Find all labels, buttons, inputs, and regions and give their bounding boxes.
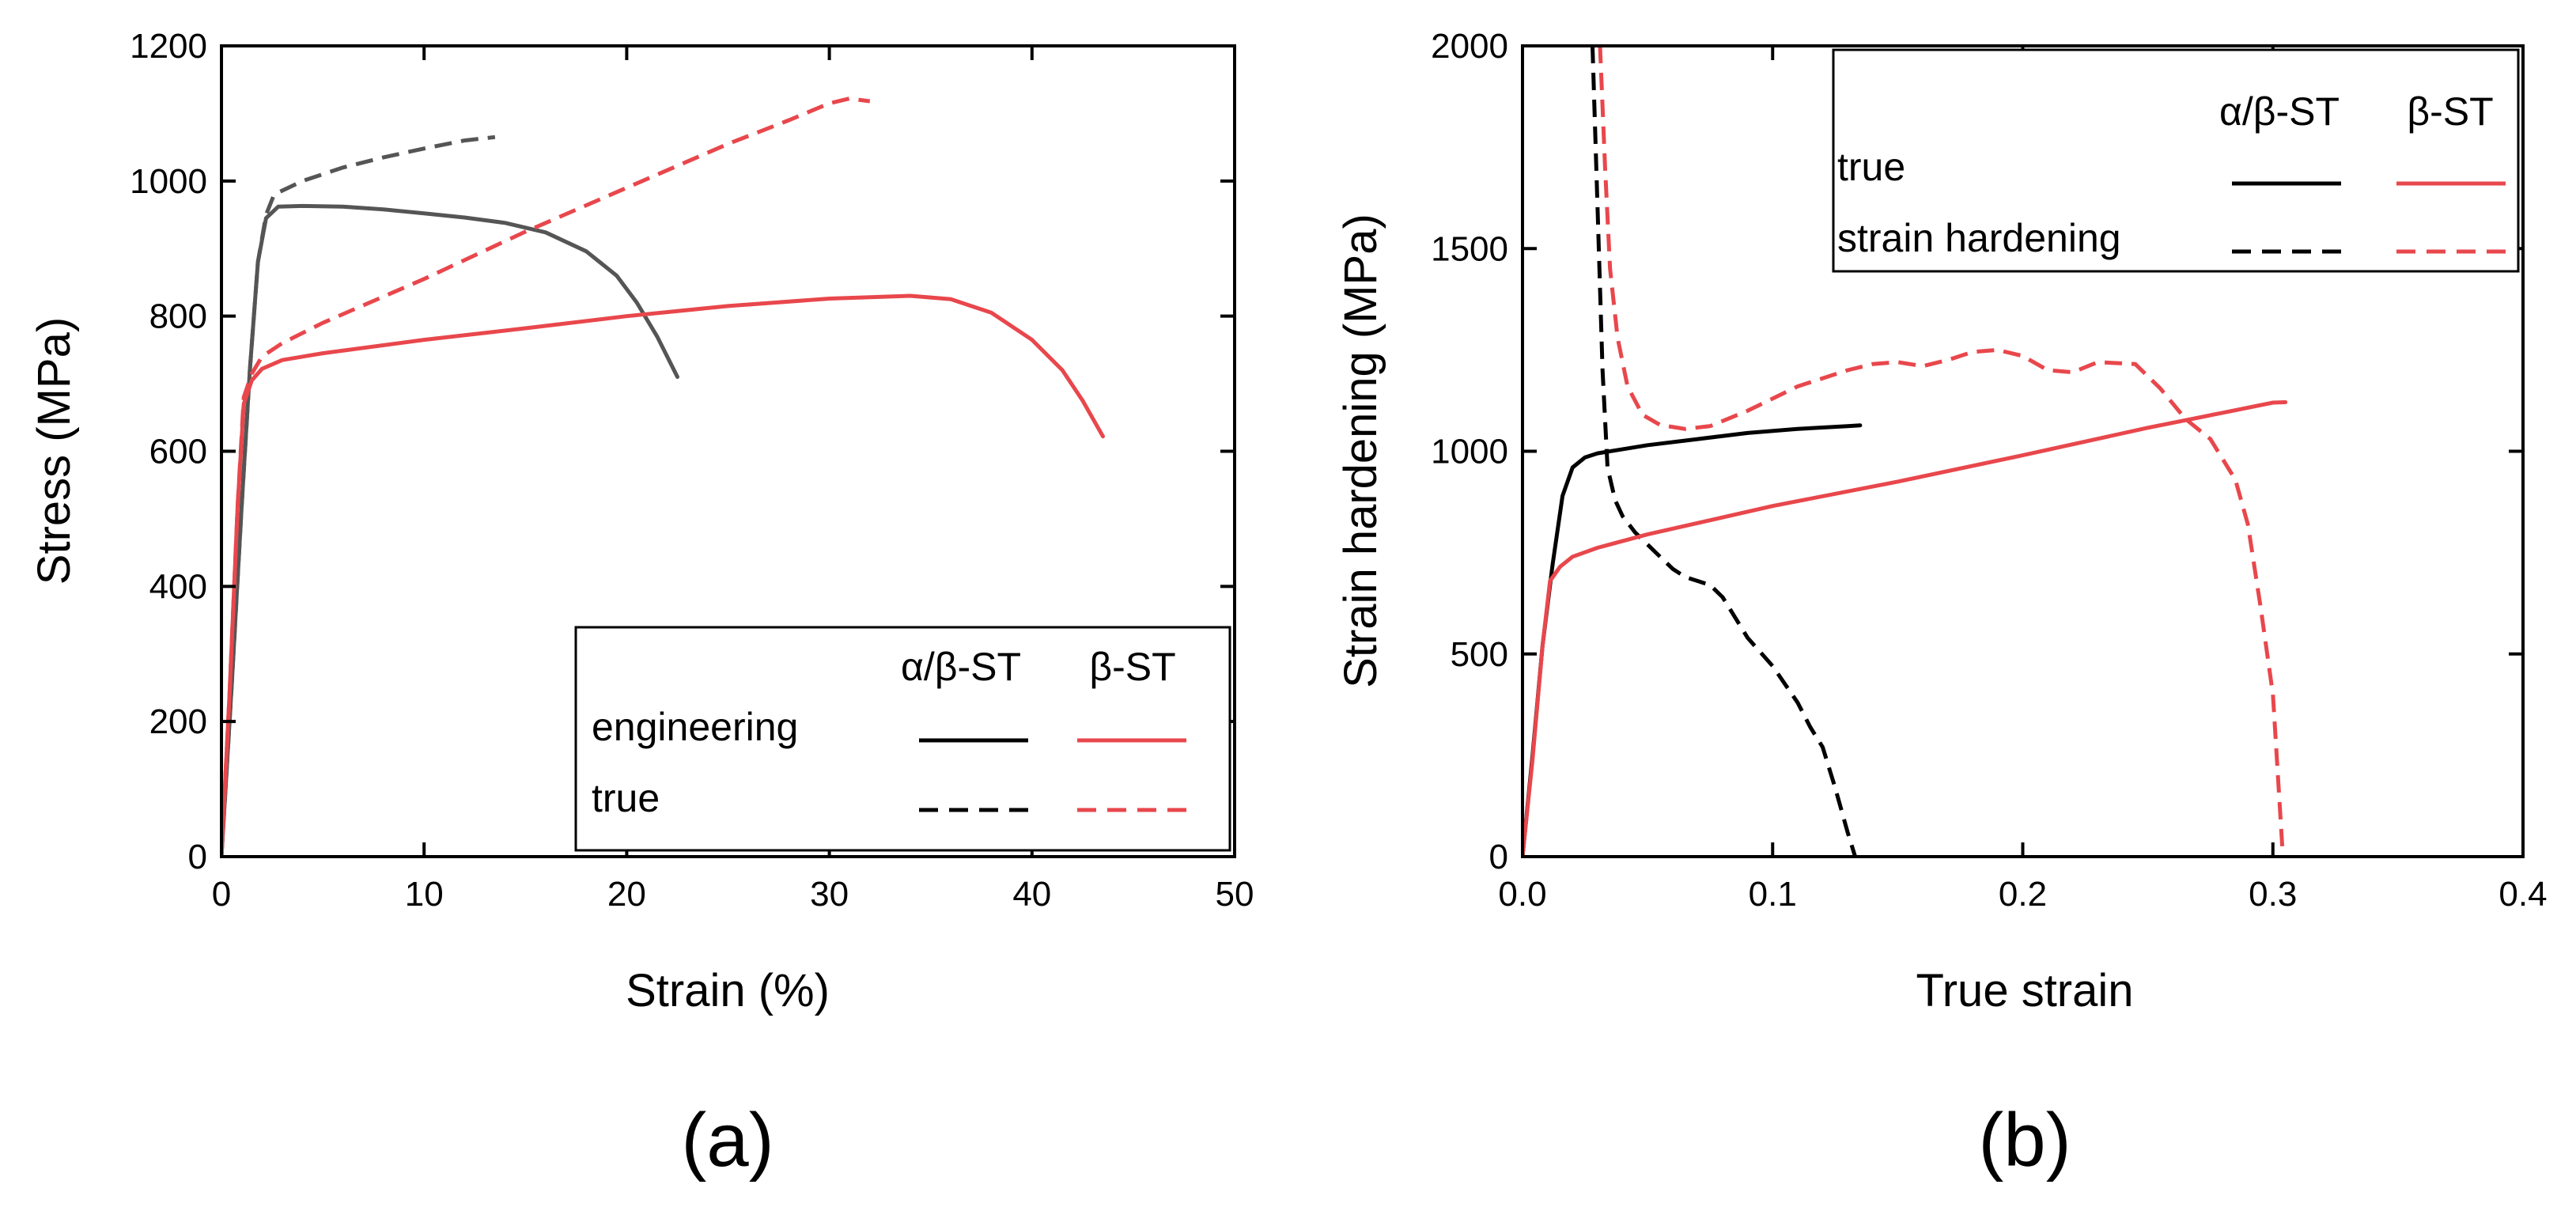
panel-a-y-tick-label: 0 [188, 838, 207, 876]
panel-a-x-axis-title: Strain (%) [626, 965, 830, 1016]
panel-a-y-tick-label: 800 [149, 297, 207, 336]
panel-b-legend-header-beta: β-ST [2407, 89, 2493, 134]
panel-a-x-tick-label: 0 [212, 875, 231, 914]
panel-b-series-alpha-beta-st-true [1523, 423, 1863, 857]
panel-b-chart: 0.0 0.1 0.2 0.3 0.4 0 500 1000 1500 2000 True str… [1335, 27, 2548, 1183]
panel-b-legend-header-alpha-beta: α/β-ST [2219, 89, 2340, 134]
panel-a-legend: α/β-ST β-ST engineering true [574, 626, 1231, 852]
panel-b-y-axis-title: Strain hardening (MPa) [1335, 214, 1386, 688]
panel-a-label: (a) [681, 1098, 774, 1183]
panel-b-series-beta-st-true [1523, 400, 2288, 857]
panel-a-ticks: 0 10 20 30 40 50 0 200 400 600 800 1000 1200 [130, 27, 1254, 914]
panel-b-y-tick-label: 1500 [1431, 229, 1508, 268]
panel-a-legend-header-beta: β-ST [1089, 645, 1175, 689]
panel-b-y-tick-label: 0 [1489, 838, 1508, 876]
panel-a-y-axis-title: Stress (MPa) [28, 317, 80, 585]
panel-b-x-tick-label: 0.3 [2249, 875, 2297, 914]
panel-b-x-tick-label: 0.2 [1999, 875, 2047, 914]
panel-a-x-tick-label: 40 [1012, 875, 1051, 914]
panel-a-legend-row-engineering: engineering [592, 705, 798, 749]
panel-a-series-alpha-beta-st-true [221, 134, 496, 857]
panel-b-curves [1523, 46, 2288, 857]
panel-b-y-tick-label: 500 [1451, 635, 1508, 674]
panel-a-y-tick-label: 1200 [130, 27, 207, 66]
panel-a-series-beta-st-true [221, 97, 871, 857]
panel-b-x-tick-label: 0.0 [1498, 875, 1546, 914]
panel-b-legend-row-true: true [1837, 145, 1905, 189]
panel-b-x-tick-label: 0.4 [2498, 875, 2547, 914]
panel-a-curves [221, 97, 1105, 857]
panel-a-x-tick-label: 30 [810, 875, 849, 914]
panel-b-y-tick-label: 1000 [1431, 433, 1508, 471]
panel-a-legend-row-true: true [592, 776, 660, 820]
panel-a-legend-header-alpha-beta: α/β-ST [901, 645, 1021, 689]
panel-a-y-tick-label: 600 [149, 433, 207, 471]
panel-a-y-tick-label: 1000 [130, 162, 207, 201]
panel-b-legend: α/β-ST β-ST true strain hardening [1832, 48, 2520, 273]
panel-b-series-alpha-beta-st-strain-hardening [1591, 46, 1857, 857]
panel-b-legend-box [1832, 48, 2520, 273]
panel-b-y-tick-label: 2000 [1431, 27, 1508, 66]
panel-a-x-tick-label: 20 [607, 875, 646, 914]
panel-a-y-tick-label: 400 [149, 567, 207, 606]
panel-b-x-tick-label: 0.1 [1749, 875, 1797, 914]
panel-b-series-beta-st-strain-hardening [1598, 46, 2285, 857]
panel-a-y-tick-label: 200 [149, 702, 207, 741]
panel-b-x-axis-title: True strain [1916, 965, 2133, 1016]
panel-b-label: (b) [1978, 1098, 2071, 1183]
panel-a-x-tick-label: 10 [405, 875, 444, 914]
panel-b-ticks: 0.0 0.1 0.2 0.3 0.4 0 500 1000 1500 2000 [1431, 27, 2547, 914]
panel-a-x-tick-label: 50 [1216, 875, 1254, 914]
panel-a-chart: 0 10 20 30 40 50 0 200 400 600 800 1000 1200 Strain … [28, 27, 1254, 1183]
panel-b-legend-row-strain-hardening: strain hardening [1837, 216, 2121, 260]
